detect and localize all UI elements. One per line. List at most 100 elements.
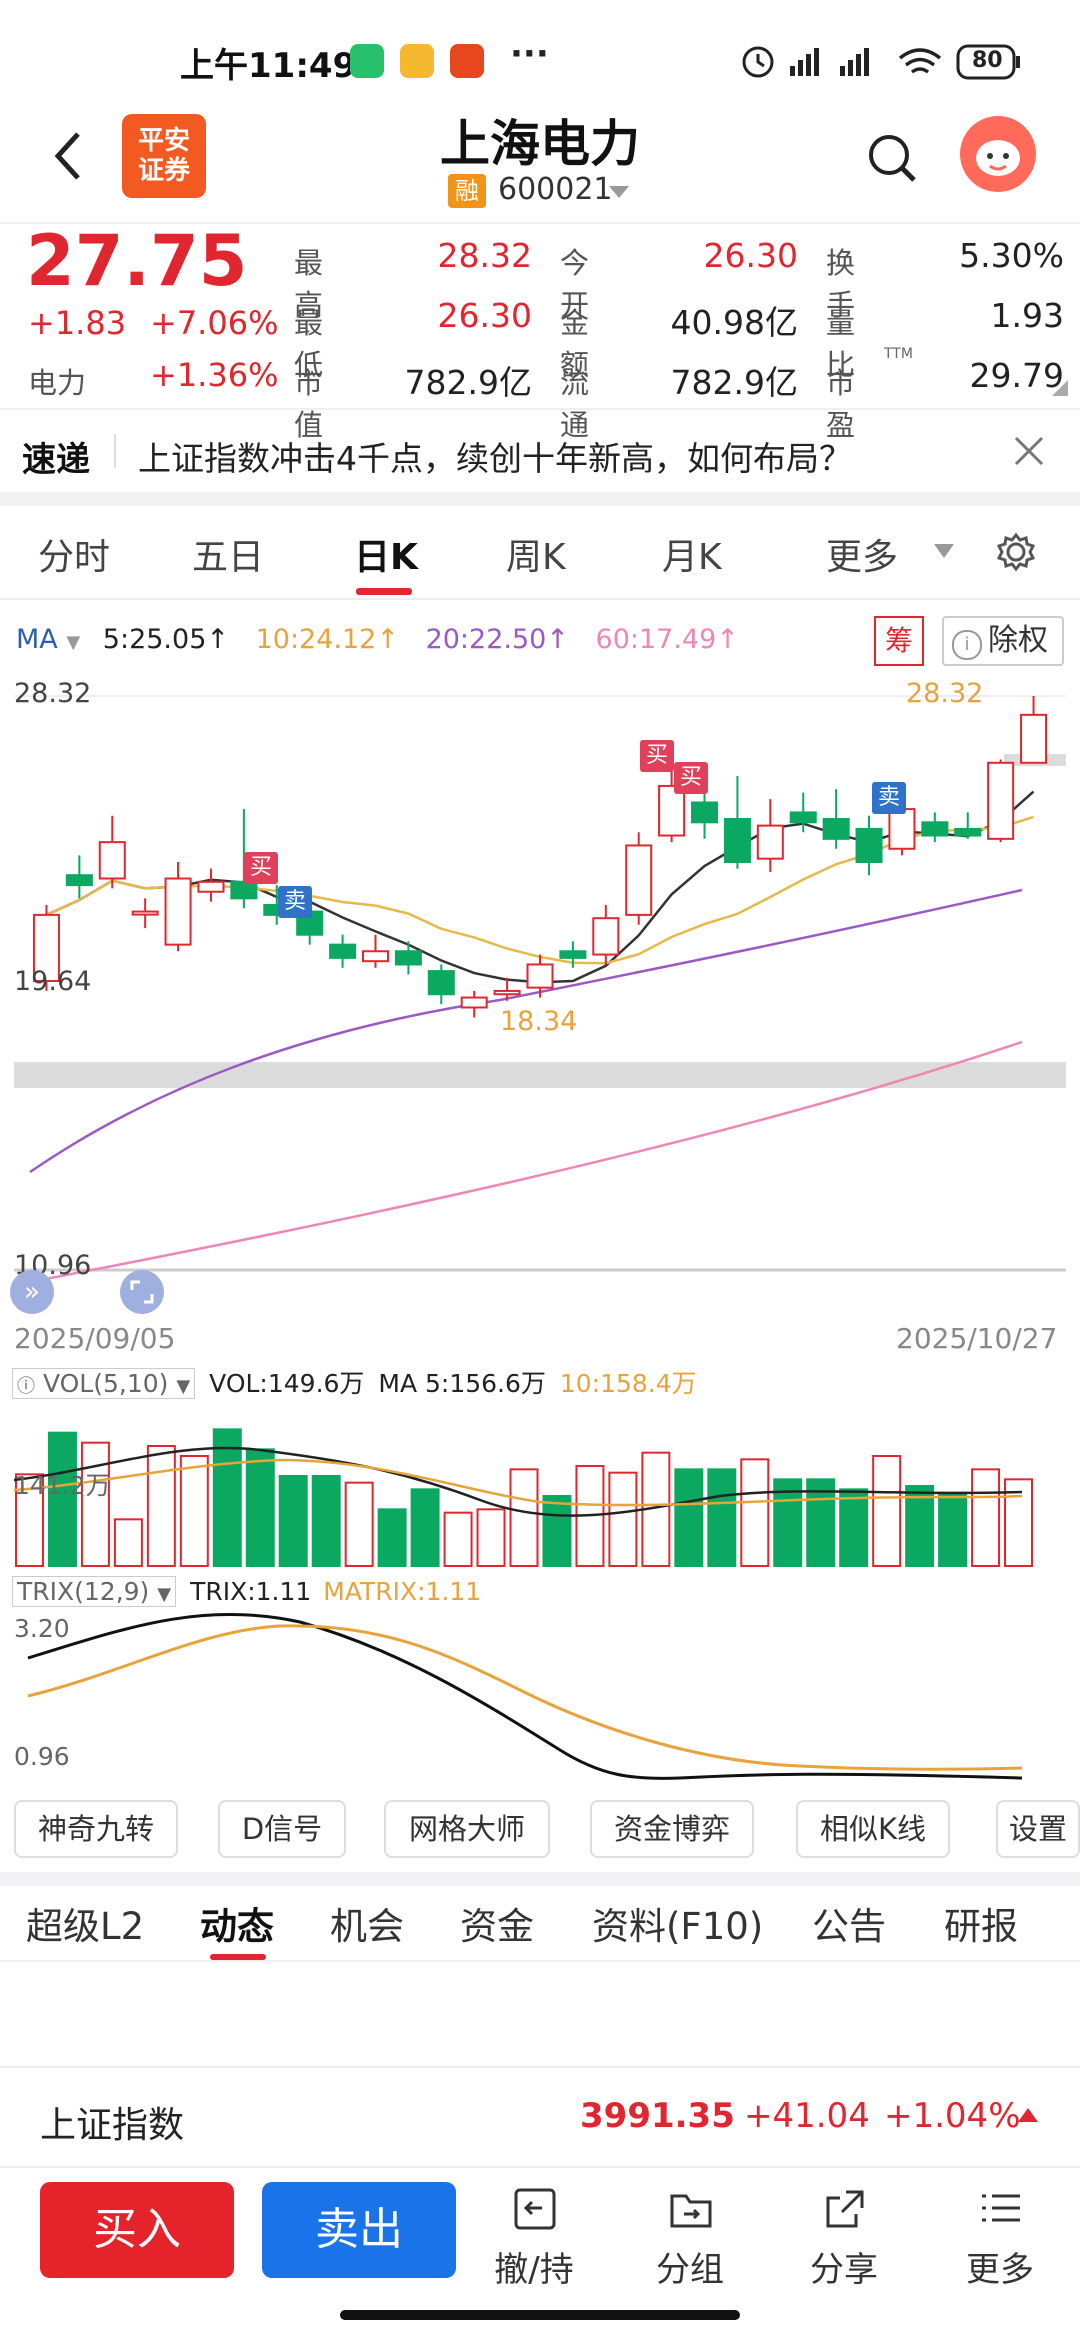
news-ticker[interactable]: 速递 上证指数冲击4千点，续创十年新高，如何布局？ bbox=[0, 408, 1080, 494]
broker-logo: 平安 证券 bbox=[122, 114, 206, 198]
volume-ma10-line bbox=[13, 1458, 1023, 1507]
nav-share[interactable]: 分享 bbox=[784, 2182, 904, 2292]
trix-chart[interactable] bbox=[0, 1610, 1080, 1780]
scroll-left-button[interactable]: » bbox=[10, 1270, 54, 1314]
subtab-news[interactable]: 动态 bbox=[200, 1905, 274, 1948]
trix-indicator-selector[interactable]: TRIX(12,9) ▼ bbox=[12, 1576, 177, 1607]
close-icon[interactable] bbox=[1012, 434, 1046, 468]
ma-label[interactable]: MA bbox=[16, 624, 58, 655]
tool-settings[interactable]: 设置 bbox=[996, 1800, 1080, 1858]
tab-weekly-k[interactable]: 周K bbox=[506, 537, 566, 578]
tab-more[interactable]: 更多 bbox=[826, 537, 899, 578]
notes-app-icon bbox=[400, 44, 434, 78]
fullscreen-button[interactable] bbox=[120, 1270, 164, 1314]
tool-fund-game[interactable]: 资金博弈 bbox=[590, 1800, 754, 1858]
taobao-app-icon bbox=[450, 44, 484, 78]
volume-bar bbox=[179, 1455, 209, 1567]
margin-badge: 融 bbox=[448, 174, 486, 208]
ma-dropdown-icon[interactable]: ▼ bbox=[66, 632, 81, 653]
status-icons bbox=[742, 44, 1020, 80]
subtab-f10[interactable]: 资料(F10) bbox=[592, 1905, 764, 1948]
tab-monthly-k[interactable]: 月K bbox=[662, 537, 722, 578]
price-change-pct: +7.06% bbox=[150, 304, 279, 342]
open-value: 26.30 bbox=[703, 236, 798, 275]
amount-label: 金额 bbox=[560, 306, 590, 382]
logo-line2: 证券 bbox=[137, 156, 190, 186]
volume-bar bbox=[542, 1495, 572, 1567]
tab-daily-k[interactable]: 日K bbox=[354, 537, 418, 578]
subtab-announcements[interactable]: 公告 bbox=[812, 1905, 886, 1948]
nav-cancel-hold[interactable]: 撤/持 bbox=[474, 2182, 594, 2292]
tool-similar-k[interactable]: 相似K线 bbox=[796, 1800, 950, 1858]
news-divider bbox=[114, 434, 116, 468]
stock-code[interactable]: 600021 bbox=[498, 172, 613, 207]
tab-intraday[interactable]: 分时 bbox=[38, 537, 111, 578]
nav-group[interactable]: 分组 bbox=[630, 2182, 750, 2292]
expand-up-icon[interactable] bbox=[1018, 2106, 1038, 2122]
low-value: 26.30 bbox=[437, 296, 532, 335]
high-label: 最高 bbox=[294, 246, 324, 322]
tool-grid-master[interactable]: 网格大师 bbox=[384, 1800, 550, 1858]
share-icon bbox=[826, 2190, 864, 2228]
date-start: 2025/09/05 bbox=[14, 1322, 176, 1355]
price-change: +1.83 bbox=[28, 304, 127, 342]
assistant-avatar[interactable] bbox=[960, 116, 1036, 192]
settings-gear-icon[interactable] bbox=[996, 532, 1036, 572]
candle-body bbox=[987, 761, 1015, 840]
sell-button[interactable]: 卖出 bbox=[262, 2182, 456, 2278]
turnover-label: 换手 bbox=[826, 246, 856, 322]
candle-body bbox=[197, 880, 225, 893]
high-value: 28.32 bbox=[437, 236, 532, 275]
news-text[interactable]: 上证指数冲击4千点，续创十年新高，如何布局？ bbox=[138, 439, 852, 478]
volume-value: VOL:149.6万 bbox=[209, 1369, 365, 1398]
index-bar[interactable]: 上证指数 3991.35 +41.04 +1.04% bbox=[0, 2066, 1080, 2168]
chip-button[interactable]: 筹 bbox=[874, 616, 924, 666]
code-dropdown-icon[interactable] bbox=[608, 184, 630, 200]
subtab-level2[interactable]: 超级L2 bbox=[26, 1905, 145, 1948]
sell-signal: 卖 bbox=[872, 782, 906, 814]
y-top-label: 28.32 bbox=[14, 678, 92, 709]
tool-d-signal[interactable]: D信号 bbox=[218, 1800, 346, 1858]
buy-button[interactable]: 买入 bbox=[40, 2182, 234, 2278]
exright-button[interactable]: i 除权 bbox=[942, 616, 1064, 666]
market-cap-label: 市值 bbox=[294, 366, 324, 442]
back-button[interactable] bbox=[40, 120, 100, 190]
volume-bar bbox=[245, 1448, 275, 1567]
tool-magic-nine[interactable]: 神奇九转 bbox=[14, 1800, 178, 1858]
candle-body bbox=[1020, 713, 1048, 764]
home-indicator bbox=[340, 2310, 740, 2320]
chevron-left-icon bbox=[54, 132, 80, 180]
volume-chart[interactable] bbox=[0, 1400, 1080, 1570]
candle-body bbox=[394, 950, 422, 966]
volume-bar bbox=[278, 1475, 308, 1567]
volume-indicator-selector[interactable]: ⓘ VOL(5,10) ▼ bbox=[12, 1368, 196, 1399]
candle-body bbox=[954, 827, 982, 837]
more-dropdown-icon[interactable] bbox=[934, 544, 954, 558]
cancel-order-icon bbox=[514, 2188, 556, 2230]
subtab-opportunity[interactable]: 机会 bbox=[330, 1905, 404, 1948]
section-gap bbox=[0, 1872, 1080, 1886]
trix-label: TRIX(12,9) bbox=[17, 1577, 150, 1606]
tab-five-day[interactable]: 五日 bbox=[192, 537, 265, 578]
nav-group-label: 分组 bbox=[656, 2250, 724, 2290]
search-icon[interactable] bbox=[862, 128, 922, 188]
volume-bar bbox=[509, 1468, 539, 1567]
sector-label: 电力 bbox=[28, 366, 87, 400]
subtab-research[interactable]: 研报 bbox=[944, 1905, 1018, 1948]
divider bbox=[0, 1960, 1080, 1962]
subtab-funds[interactable]: 资金 bbox=[460, 1905, 534, 1948]
candle-body bbox=[855, 827, 883, 863]
ma10-value: 10:24.12↑ bbox=[255, 624, 399, 655]
volume-bar bbox=[872, 1455, 902, 1567]
ma20-value: 20:22.50↑ bbox=[425, 624, 569, 655]
volume-bar bbox=[80, 1441, 110, 1568]
turnover-value: 5.30% bbox=[959, 236, 1064, 275]
nav-more[interactable]: 更多 bbox=[940, 2182, 1060, 2292]
candle-body bbox=[230, 880, 258, 900]
volume-ma5-line bbox=[13, 1446, 1023, 1517]
candle-body bbox=[822, 818, 850, 840]
expand-corner-icon[interactable] bbox=[1052, 380, 1068, 396]
ma20-line bbox=[29, 888, 1023, 1174]
matrix-value: MATRIX:1.11 bbox=[323, 1577, 482, 1606]
float-cap-value: 782.9亿 bbox=[670, 363, 798, 402]
